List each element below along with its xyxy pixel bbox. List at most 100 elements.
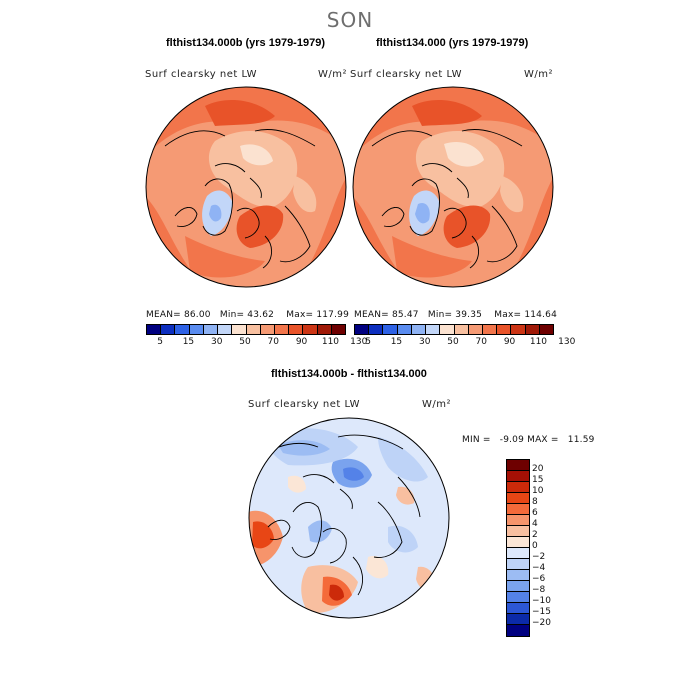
colorbar-swatch xyxy=(539,325,554,334)
colorbar-swatch xyxy=(507,625,529,636)
season-title: SON xyxy=(326,8,374,32)
diff-stats: MIN = -9.09 MAX = 11.59 xyxy=(462,435,595,445)
colorbar-swatch xyxy=(507,460,529,471)
diff-title: flthist134.000b - flthist134.000 xyxy=(271,368,427,380)
colorbar-swatch xyxy=(369,325,384,334)
colorbar-swatch xyxy=(507,537,529,548)
diff-max-value: 11.59 xyxy=(567,435,595,445)
colorbar-tick-label: 5 xyxy=(157,337,163,347)
colorbar-swatch xyxy=(246,325,261,334)
colorbar-tick-label: −8 xyxy=(532,585,546,595)
colorbar-swatch xyxy=(218,325,233,334)
colorbar-swatch xyxy=(303,325,318,334)
colorbar-tick-label: 4 xyxy=(532,519,538,529)
diff-colorbar-ticks: 20 15 10 8 6 4 2 0 −2 −4 −6 −8 −10 −15 −20 xyxy=(532,459,572,639)
colorbar-tick-label: 110 xyxy=(529,337,548,347)
colorbar-tick-label: −6 xyxy=(532,574,546,584)
colorbar-swatch xyxy=(507,482,529,493)
panel2-stats: MEAN= 85.47 Min= 39.35 Max= 114.64 xyxy=(354,310,557,320)
colorbar-swatch xyxy=(331,325,346,334)
panel2-mean-label: MEAN= xyxy=(354,310,389,320)
colorbar-swatch xyxy=(507,614,529,625)
colorbar-swatch xyxy=(511,325,526,334)
diff-max-label: MAX = xyxy=(527,435,559,445)
colorbar-swatch xyxy=(317,325,332,334)
colorbar-swatch xyxy=(507,603,529,614)
colorbar-swatch xyxy=(175,325,190,334)
panel1-field-label: Surf clearsky net LW xyxy=(145,69,258,80)
colorbar-tick-label: 5 xyxy=(365,337,371,347)
colorbar-swatch xyxy=(161,325,176,334)
colorbar-tick-label: 6 xyxy=(532,508,538,518)
colorbar-swatch xyxy=(497,325,512,334)
colorbar-tick-label: −20 xyxy=(532,618,551,628)
colorbar-tick-label: 10 xyxy=(532,486,544,496)
colorbar-swatch xyxy=(426,325,441,334)
panel2-title: flthist134.000 (yrs 1979-1979) xyxy=(376,37,529,49)
diff-map-svg xyxy=(248,417,450,619)
colorbar-swatch xyxy=(232,325,247,334)
panel2-polar-map xyxy=(352,86,554,288)
colorbar-swatch xyxy=(147,325,162,334)
panel1-colorbar-ticks: 5 15 30 50 70 90 110 130 xyxy=(146,337,367,349)
panel2-min-label: Min= xyxy=(427,310,453,320)
panel1-title: flthist134.000b (yrs 1979-1979) xyxy=(166,37,325,49)
panel1-polar-map xyxy=(145,86,347,288)
diff-polar-map xyxy=(248,417,450,619)
colorbar-swatch xyxy=(383,325,398,334)
colorbar-tick-label: 130 xyxy=(558,337,576,347)
colorbar-tick-label: 8 xyxy=(532,497,538,507)
colorbar-tick-label: −10 xyxy=(532,596,551,606)
colorbar-swatch xyxy=(411,325,427,334)
panel1-mean-label: MEAN= xyxy=(146,310,181,320)
panel2-colorbar xyxy=(354,324,554,335)
panel1-map-svg xyxy=(145,86,347,288)
diff-field-label: Surf clearsky net LW xyxy=(248,399,361,410)
colorbar-swatch xyxy=(482,325,498,334)
panel2-mean-value: 85.47 xyxy=(391,310,419,320)
colorbar-swatch xyxy=(525,325,540,334)
colorbar-swatch xyxy=(274,325,290,334)
panel1-min-label: Min= xyxy=(219,310,245,320)
colorbar-swatch xyxy=(507,504,529,515)
panel1-mean-value: 86.00 xyxy=(183,310,211,320)
colorbar-tick-label: 0 xyxy=(532,541,538,551)
diff-min-value: -9.09 xyxy=(499,435,525,445)
colorbar-swatch xyxy=(507,515,529,526)
colorbar-tick-label: 130 xyxy=(350,337,368,347)
colorbar-swatch xyxy=(507,559,529,570)
panel2-max-value: 114.64 xyxy=(524,310,558,320)
panel1-min-value: 43.62 xyxy=(247,310,275,320)
colorbar-swatch xyxy=(507,471,529,482)
colorbar-swatch xyxy=(507,570,529,581)
colorbar-swatch xyxy=(507,493,529,504)
panel1-stats: MEAN= 86.00 Min= 43.62 Max= 117.99 xyxy=(146,310,349,320)
colorbar-swatch xyxy=(289,325,304,334)
panel1-units-label: W/m² xyxy=(318,69,348,80)
colorbar-swatch xyxy=(468,325,483,334)
colorbar-swatch xyxy=(440,325,455,334)
colorbar-swatch xyxy=(260,325,275,334)
colorbar-tick-label: 70 xyxy=(475,337,487,347)
panel2-units-label: W/m² xyxy=(524,69,554,80)
colorbar-tick-label: 70 xyxy=(267,337,279,347)
colorbar-swatch xyxy=(454,325,469,334)
colorbar-tick-label: 50 xyxy=(239,337,251,347)
colorbar-tick-label: 90 xyxy=(295,337,308,347)
colorbar-tick-label: 50 xyxy=(447,337,459,347)
panel1-colorbar xyxy=(146,324,346,335)
panel2-colorbar-ticks: 5 15 30 50 70 90 110 130 xyxy=(354,337,575,349)
panel2-max-label: Max= xyxy=(494,310,522,320)
colorbar-swatch xyxy=(507,592,529,603)
colorbar-tick-label: 15 xyxy=(390,337,403,347)
colorbar-swatch xyxy=(355,325,370,334)
colorbar-swatch xyxy=(203,325,219,334)
diff-units-label: W/m² xyxy=(422,399,452,410)
colorbar-tick-label: −2 xyxy=(532,552,546,562)
colorbar-tick-label: 2 xyxy=(532,530,538,540)
colorbar-tick-label: 20 xyxy=(532,464,544,474)
colorbar-swatch xyxy=(507,548,529,559)
panel1-max-value: 117.99 xyxy=(316,310,350,320)
colorbar-swatch xyxy=(507,526,529,537)
panel2-map-svg xyxy=(352,86,554,288)
